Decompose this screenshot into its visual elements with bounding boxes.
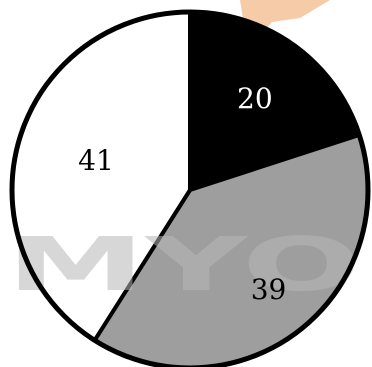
- data-label-39: 39: [251, 273, 287, 306]
- logo-mark: [240, 0, 330, 50]
- pie-data-labels: 20 39 41: [78, 82, 286, 306]
- data-label-20: 20: [237, 82, 273, 115]
- data-label-41: 41: [78, 144, 114, 177]
- watermark-text: MYO: [6, 222, 361, 308]
- pie-outline: [9, 9, 371, 367]
